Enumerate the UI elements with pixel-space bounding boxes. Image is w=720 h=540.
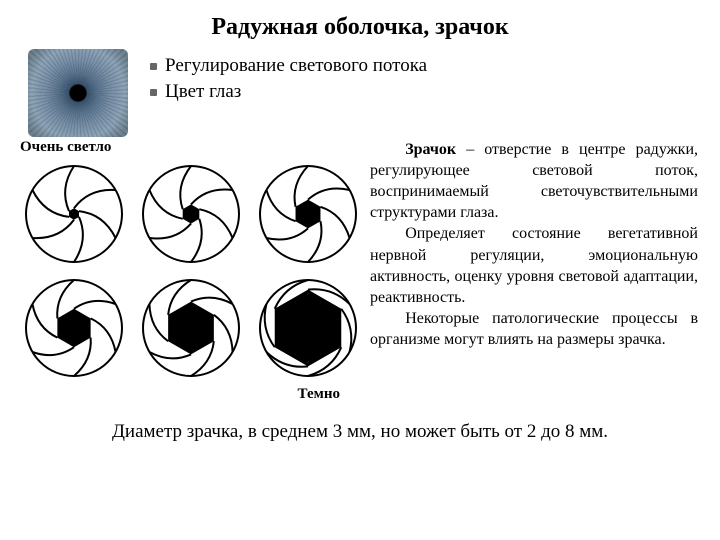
footer-text: Диаметр зрачка, в среднем 3 мм, но может…: [0, 421, 720, 443]
aperture-grid: [12, 162, 370, 380]
content-row: Очень светло Темно Зрачок – отверстие в …: [0, 139, 720, 403]
aperture-3: [253, 162, 362, 266]
aperture-2: [137, 162, 246, 266]
bullet-1-text: Регулирование светового потока: [165, 55, 427, 77]
paragraph-1: Зрачок – отверстие в центре радужки, рег…: [370, 139, 698, 223]
paragraph-2: Определяет состояние вегетативной нервно…: [370, 223, 698, 307]
bullet-1: Регулирование светового потока: [150, 55, 427, 77]
aperture-5: [137, 276, 246, 380]
left-column: Очень светло Темно: [12, 139, 370, 403]
label-light: Очень светло: [12, 139, 370, 156]
top-row: Регулирование светового потока Цвет глаз: [0, 49, 720, 137]
title-text: Радужная оболочка, зрачок: [211, 14, 508, 40]
bullet-dot-icon: [150, 63, 157, 70]
paragraph-3: Некоторые патологические процессы в орга…: [370, 308, 698, 350]
bullet-dot-icon: [150, 89, 157, 96]
bullet-2: Цвет глаз: [150, 81, 427, 103]
aperture-6: [253, 276, 362, 380]
iris-photo: [28, 49, 128, 137]
aperture-4: [20, 276, 129, 380]
label-dark: Темно: [12, 386, 370, 403]
page-title: Радужная оболочка, зрачок: [0, 0, 720, 49]
term-bold: Зрачок: [405, 141, 456, 158]
aperture-1: [20, 162, 129, 266]
bullet-list: Регулирование светового потока Цвет глаз: [150, 49, 427, 107]
bullet-2-text: Цвет глаз: [165, 81, 241, 103]
right-column: Зрачок – отверстие в центре радужки, рег…: [370, 139, 698, 403]
